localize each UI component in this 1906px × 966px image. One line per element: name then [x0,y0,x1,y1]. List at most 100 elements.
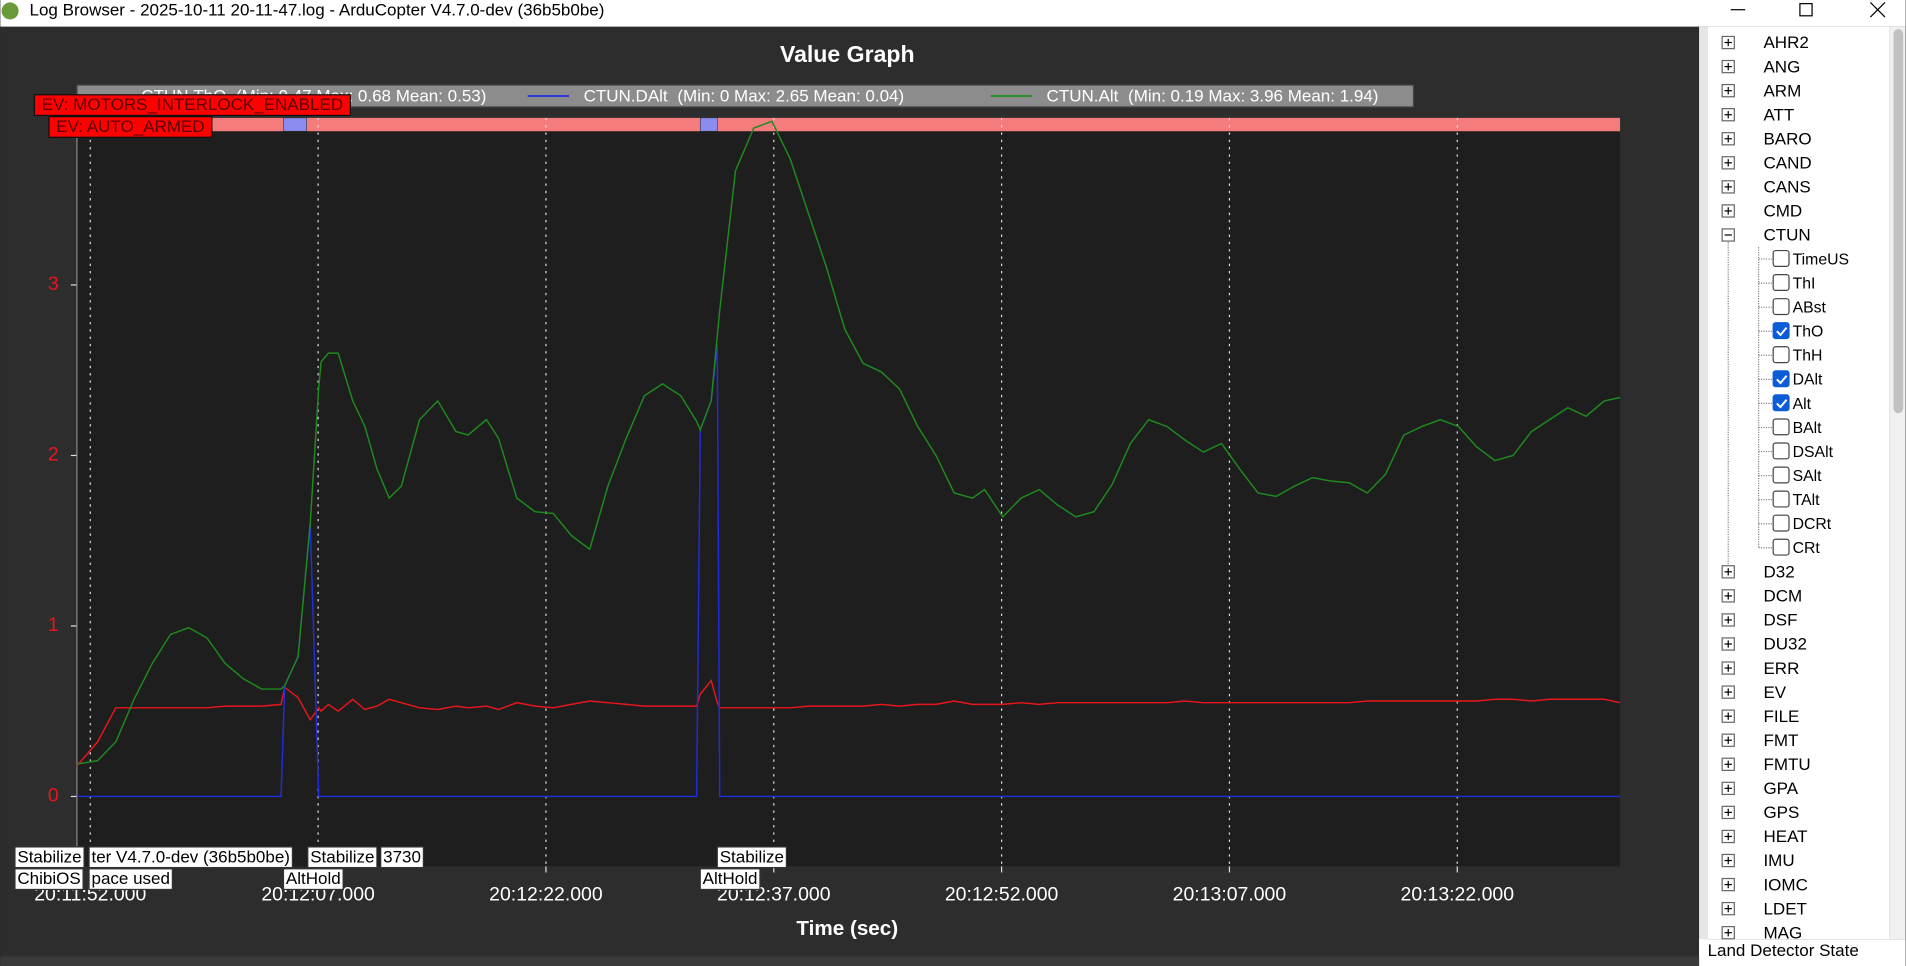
tree-leaf[interactable]: DAlt [1793,372,1823,389]
legend-label: CTUN.Alt [1047,87,1119,106]
annotation-box [307,846,378,869]
tree-node[interactable]: ARM [1763,81,1801,100]
tree-node[interactable]: DSF [1763,611,1797,630]
annotation: 3730 [383,847,421,866]
tree-leaf[interactable]: CRt [1793,540,1821,557]
legend-label: CTUN.DAlt [584,87,668,106]
tree-leaf[interactable]: ThI [1793,276,1816,293]
checkbox[interactable] [1772,394,1790,412]
data-line [76,344,1621,798]
checkmark [1776,375,1788,385]
data-line [76,678,1621,767]
tree-node[interactable]: GPS [1763,803,1799,822]
tree-leaf[interactable]: TimeUS [1793,251,1849,268]
tree-node[interactable]: ATT [1763,105,1794,124]
tree-leaf[interactable]: Alt [1793,396,1812,413]
plot-area [76,117,1621,867]
checkbox[interactable] [1772,322,1790,340]
close-button[interactable] [1869,2,1886,18]
tree-node[interactable]: IOMC [1763,875,1807,894]
annotation-box [14,846,85,869]
checkbox[interactable] [1772,514,1790,532]
y-tick-label: 3 [48,273,59,295]
title-bar [0,0,1906,27]
checkbox[interactable] [1772,442,1790,460]
annotation: pace used [91,869,169,888]
scrollbar-thumb[interactable] [1893,29,1904,414]
tree-panel [1707,26,1890,940]
tree-node[interactable]: CTUN [1763,226,1810,245]
annotation-box [282,868,344,891]
annotation-box [88,846,294,869]
status-bar [1699,939,1906,966]
checkbox[interactable] [1772,346,1790,364]
annotation-box [699,868,761,891]
app-icon [1,2,19,20]
y-tick-label: 0 [48,785,59,807]
tree-node[interactable]: DCM [1763,587,1802,606]
event-marker [283,117,307,132]
checkbox[interactable] [1772,490,1790,508]
tree-node[interactable]: ERR [1763,659,1799,678]
annotation-box [88,868,173,891]
tree-node[interactable]: BARO [1763,129,1811,148]
event-label-box [33,94,351,117]
tree-node[interactable]: FMTU [1763,755,1810,774]
annotation: ter V4.7.0-dev (36b5b0be) [91,847,289,866]
annotation-box [380,846,424,869]
x-tick-label: 20:12:52.000 [945,884,1059,906]
annotation: AltHold [703,869,758,888]
annotation-box [14,868,84,891]
tree-node[interactable]: CMD [1763,202,1802,221]
tree-node[interactable]: CANS [1763,178,1810,197]
checkbox[interactable] [1772,418,1790,436]
tree-node[interactable]: LDET [1763,899,1806,918]
checkmark [1776,399,1788,409]
annotation: Stabilize [720,847,784,866]
tree-node[interactable]: FMT [1763,731,1798,750]
data-line [76,120,1621,765]
tree-leaf[interactable]: TAlt [1793,492,1820,509]
bottom-strip [0,956,1700,966]
tree-node[interactable]: D32 [1763,563,1794,582]
tree-node[interactable]: AHR2 [1763,33,1808,52]
tree-node[interactable]: ANG [1763,57,1800,76]
checkbox[interactable] [1772,466,1790,484]
tree-leaf[interactable]: ThO [1793,324,1824,341]
tree-node[interactable]: EV [1763,683,1786,702]
tree-node[interactable]: HEAT [1763,827,1807,846]
maximize-button[interactable] [1799,3,1813,17]
tree-node[interactable]: FILE [1763,707,1799,726]
checkbox[interactable] [1772,249,1790,267]
event-bar [76,117,1621,132]
y-tick-label: 2 [48,444,59,466]
event-label: EV: AUTO_ARMED [56,117,204,136]
event-marker [699,117,718,132]
tree-leaf[interactable]: DCRt [1793,516,1832,533]
tree-node[interactable]: CAND [1763,154,1811,173]
tree-leaf[interactable]: ThH [1793,348,1823,365]
event-label-box [48,116,213,138]
window-title: Log Browser - 2025-10-11 20-11-47.log - … [30,0,605,19]
tree-node[interactable]: IMU [1763,851,1794,870]
annotation: AltHold [286,869,341,888]
x-tick-label: 20:13:22.000 [1401,884,1515,906]
x-axis-label: Time (sec) [796,917,898,940]
tree-node[interactable]: GPA [1763,779,1798,798]
tree-node[interactable]: MAG [1763,923,1802,942]
checkbox[interactable] [1772,298,1790,316]
annotation: Stabilize [17,847,81,866]
checkbox[interactable] [1772,538,1790,556]
tree-leaf[interactable]: ABst [1793,300,1827,317]
splitter[interactable] [1699,26,1708,957]
checkbox[interactable] [1772,274,1790,292]
x-tick-label: 20:13:07.000 [1173,884,1287,906]
tree-node[interactable]: DU32 [1763,635,1806,654]
checkbox[interactable] [1772,370,1790,388]
legend-stats: (Min: 0 Max: 2.65 Mean: 0.04) [677,87,904,106]
tree-leaf[interactable]: BAlt [1793,420,1823,437]
tree-leaf[interactable]: SAlt [1793,468,1823,485]
status-text: Land Detector State [1708,941,1859,960]
tree-leaf[interactable]: DSAlt [1793,444,1834,461]
legend-stats: (Min: 0.19 Max: 3.96 Mean: 1.94) [1128,87,1378,106]
